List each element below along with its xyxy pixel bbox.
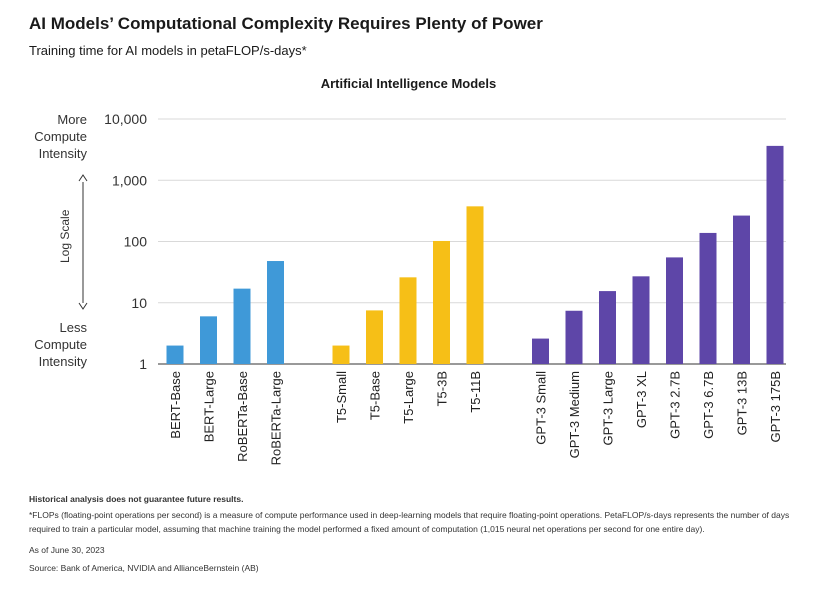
less-compute-label: Less Compute Intensity [34, 320, 87, 369]
bar-bert-base [166, 345, 184, 364]
bar-gpt-3-6-7b [699, 232, 717, 364]
category-label: GPT-3 Large [601, 371, 616, 445]
bar-gpt-3-xl [632, 276, 650, 364]
category-label: T5-3B [435, 371, 450, 406]
y-tick-label: 100 [124, 234, 148, 250]
disclaimer-note: Historical analysis does not guarantee f… [29, 494, 244, 504]
chart-heading: Artificial Intelligence Models [320, 76, 497, 91]
category-label: BERT-Large [202, 371, 217, 442]
bar-gpt-3-small [532, 338, 549, 364]
chart-title: AI Models’ Computational Complexity Requ… [29, 14, 543, 33]
category-label: RoBERTa-Base [235, 371, 250, 462]
bar-gpt-3-medium [565, 310, 583, 364]
bar-t5-11b [466, 206, 484, 364]
source-note: Source: Bank of America, NVIDIA and Alli… [29, 563, 259, 573]
flops-footnote: *FLOPs (floating-point operations per se… [29, 510, 790, 534]
bar-gpt-3-large [599, 291, 616, 364]
as-of-date: As of June 30, 2023 [29, 545, 105, 555]
bar-t5-large [399, 277, 417, 364]
category-label: T5-Small [334, 371, 349, 423]
category-label: GPT-3 175B [768, 371, 783, 443]
y-tick-label: 10 [131, 295, 147, 311]
y-tick-label: 1,000 [112, 172, 147, 188]
scale-arrow-down-icon [78, 302, 88, 310]
bar-bert-large [200, 316, 217, 364]
bar-gpt-3-175b [766, 145, 784, 364]
category-label: T5-Base [368, 371, 383, 420]
category-label: T5-Large [401, 371, 416, 424]
more-compute-label: More Compute Intensity [34, 112, 87, 161]
bar-t5-small [332, 345, 350, 364]
scale-arrow-up-icon [78, 174, 88, 182]
category-label: GPT-3 2.7B [668, 371, 683, 439]
y-tick-label: 1 [139, 356, 147, 372]
bar-t5-3b [433, 240, 450, 364]
bar-roberta-large [267, 261, 284, 364]
category-label: T5-11B [468, 371, 483, 413]
category-label: RoBERTa-Large [269, 371, 284, 465]
category-label: GPT-3 13B [735, 371, 750, 435]
chart-subtitle: Training time for AI models in petaFLOP/… [29, 43, 307, 58]
category-label: GPT-3 Medium [567, 371, 582, 458]
bar-gpt-3-13b [733, 215, 750, 364]
bar-chart: 1 10 100 1,000 10,000 BERT-Base BERT-Large RoB… [78, 111, 786, 465]
bar-t5-base [366, 310, 383, 364]
category-label: GPT-3 XL [634, 371, 649, 428]
bar-gpt-3-2-7b [666, 257, 683, 364]
category-label: GPT-3 Small [534, 371, 549, 445]
bar-roberta-base [233, 288, 251, 364]
y-tick-label: 10,000 [104, 111, 147, 127]
category-label: BERT-Base [168, 371, 183, 439]
category-label: GPT-3 6.7B [701, 371, 716, 439]
